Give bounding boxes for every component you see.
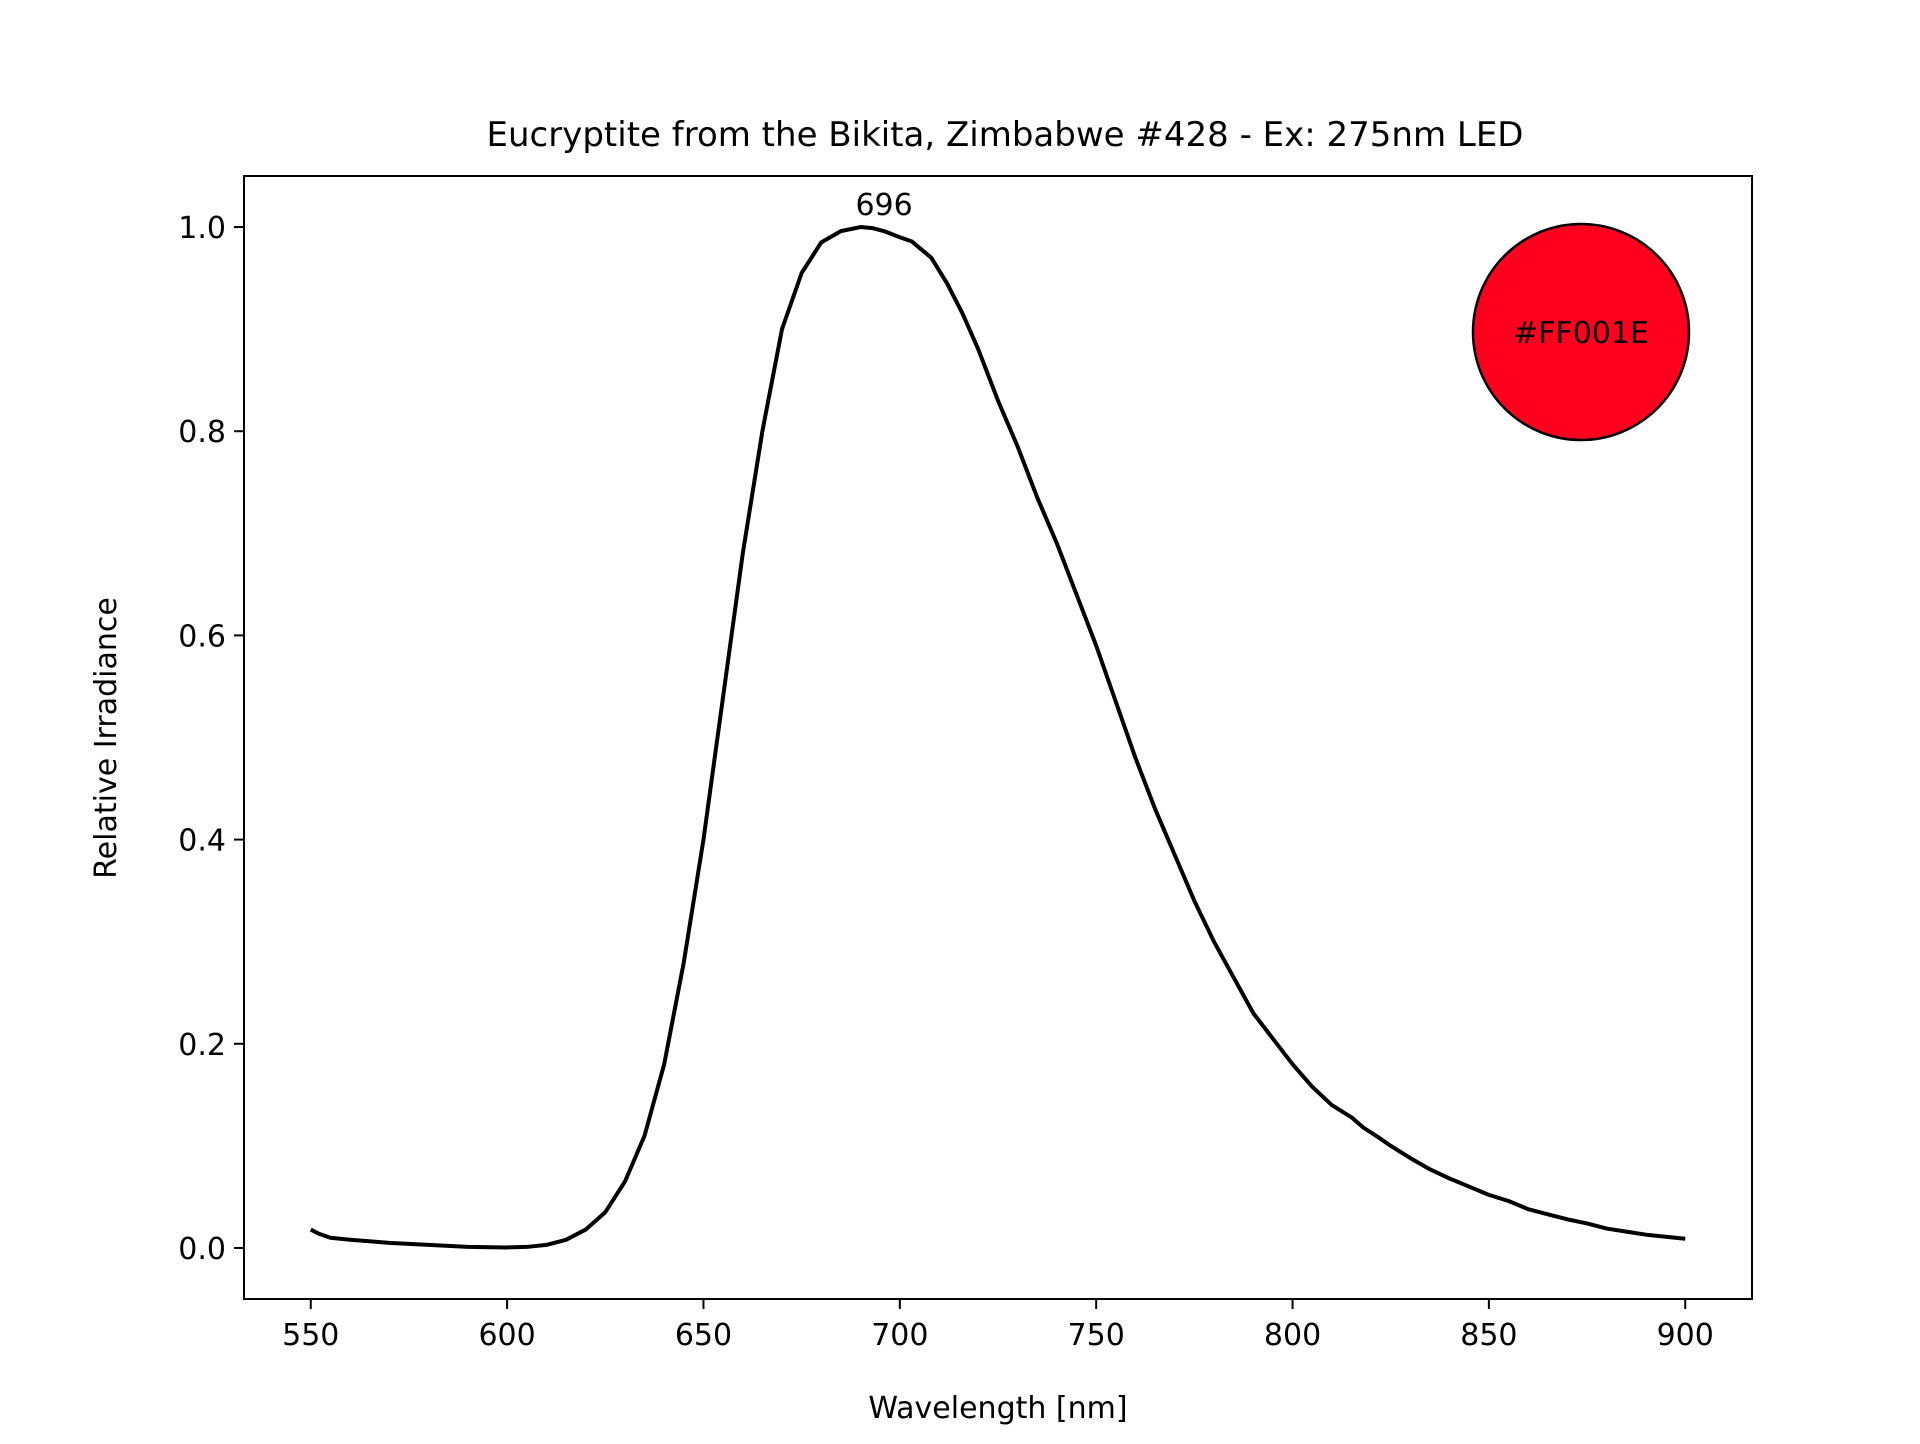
chart-title: Eucryptite from the Bikita, Zimbabwe #42… <box>487 115 1524 155</box>
y-tick-label: 0.4 <box>178 824 226 859</box>
x-tick-label: 750 <box>1068 1318 1125 1353</box>
x-tick-label: 800 <box>1264 1318 1321 1353</box>
x-tick-label: 850 <box>1460 1318 1517 1353</box>
x-tick-label: 550 <box>282 1318 339 1353</box>
y-tick-label: 0.8 <box>178 415 226 450</box>
x-tick-label: 600 <box>478 1318 535 1353</box>
series-line <box>309 225 1686 1250</box>
y-axis-label: Relative Irradiance <box>89 597 124 879</box>
peak-annotation: 696 <box>855 188 912 223</box>
color-swatch-circle <box>1471 222 1691 442</box>
x-axis-label: Wavelength [nm] <box>868 1391 1127 1426</box>
x-tick-label: 900 <box>1657 1318 1714 1353</box>
y-axis-ticks: 0.0 0.2 0.4 0.6 0.8 1.0 <box>178 211 244 1267</box>
y-tick-label: 0.0 <box>178 1232 226 1267</box>
x-tick-label: 700 <box>871 1318 928 1353</box>
x-tick-label: 650 <box>675 1318 732 1353</box>
y-tick-label: 0.6 <box>178 619 226 654</box>
plot-area <box>243 175 1753 1300</box>
annotations: 696 <box>855 188 912 223</box>
color-swatch: #FF001E <box>1471 222 1691 442</box>
plot-frame <box>243 175 1753 1300</box>
y-tick-label: 1.0 <box>178 211 226 246</box>
x-axis-ticks: 550 600 650 700 750 800 850 900 <box>282 1299 1714 1353</box>
y-tick-label: 0.2 <box>178 1028 226 1063</box>
color-swatch-label: #FF001E <box>1513 316 1649 351</box>
